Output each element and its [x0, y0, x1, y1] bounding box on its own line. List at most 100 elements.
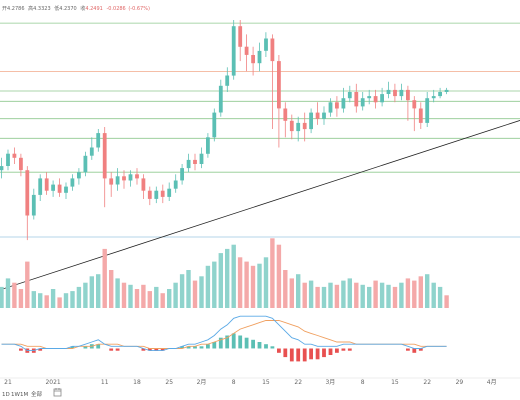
volume-bar: [128, 284, 133, 308]
candle-body: [296, 122, 301, 132]
volume-bar: [5, 278, 11, 308]
candle-body: [270, 38, 275, 62]
macd-histogram-bar: [238, 335, 243, 349]
candle-body: [122, 176, 126, 181]
volume-bar: [360, 284, 365, 308]
trendline-layer: [0, 119, 520, 291]
candle-body: [328, 102, 333, 113]
volume-bar: [308, 280, 314, 308]
volume-bar: [405, 278, 411, 308]
candle-body: [289, 120, 294, 132]
candle-body: [425, 98, 430, 123]
macd-histogram-bar: [335, 348, 339, 353]
volume-bar: [412, 280, 417, 308]
macd-histogram-bar: [212, 342, 217, 349]
volume-bar: [83, 282, 88, 308]
volume-bar: [115, 278, 120, 308]
candle-body: [367, 96, 372, 99]
candle-body: [96, 133, 101, 148]
candle-body: [115, 176, 120, 185]
candle-body: [147, 190, 152, 199]
x-tick-label: 8: [232, 379, 236, 386]
macd-histogram-bar: [302, 348, 307, 362]
volume-bar: [179, 274, 185, 308]
candle-body: [399, 89, 404, 97]
macd-histogram-bar: [418, 348, 423, 351]
candle-body: [167, 188, 172, 197]
calendar-icon[interactable]: [53, 388, 62, 397]
candle-body: [180, 168, 184, 181]
candle-body: [283, 108, 288, 121]
macd-histogram-bar: [309, 348, 313, 360]
macd-histogram-bar: [231, 333, 236, 349]
candle-body: [244, 46, 249, 55]
volume-bar: [399, 282, 404, 308]
ohlc-readout: 开4.2786 高4.3323 低4.2370 收4.2491 -0.0286 …: [2, 5, 150, 12]
volume-bar: [70, 291, 75, 308]
candle-body: [360, 98, 365, 107]
volume-layer: [0, 238, 449, 308]
candle-body: [57, 184, 62, 193]
volume-bar: [205, 265, 211, 308]
x-tick-label: 2月: [197, 379, 207, 386]
macd-histogram-bar: [328, 348, 333, 355]
range-button-1w[interactable]: 1W: [11, 392, 20, 398]
candle-body: [218, 85, 223, 113]
candle-body: [173, 180, 178, 189]
candle-body: [264, 38, 268, 51]
macd-histogram-bar: [347, 348, 352, 351]
candle-body: [225, 75, 230, 86]
volume-bar: [431, 282, 436, 308]
candle-body: [212, 112, 217, 138]
x-tick-label: 29: [456, 379, 464, 386]
low-value: 4.2370: [59, 6, 77, 12]
macd-histogram-bar: [154, 348, 159, 351]
candle-body: [431, 96, 436, 99]
volume-bar: [38, 293, 43, 308]
candle-body: [135, 174, 139, 179]
candle-body: [154, 190, 159, 199]
range-button-1d[interactable]: 1D: [2, 392, 10, 398]
candle-body: [141, 178, 146, 191]
macd-histogram-bar: [225, 335, 230, 349]
macd-histogram-bar: [180, 346, 184, 349]
macd-histogram-bar: [109, 348, 114, 351]
range-button-all[interactable]: 全部: [31, 390, 43, 398]
candle-body: [70, 178, 75, 187]
x-tick-label: 3月: [325, 379, 335, 386]
volume-bar: [379, 282, 385, 308]
macd-histogram-bar: [193, 346, 197, 349]
volume-bar: [296, 274, 301, 308]
volume-bar: [328, 282, 333, 308]
candle-body: [335, 102, 339, 109]
candle-body: [347, 92, 352, 99]
x-tick-label: 18: [133, 379, 141, 386]
x-axis: 2120211118252月815223月81522294月12: [0, 377, 520, 386]
candles-layer: [0, 20, 449, 241]
range-button-1m[interactable]: 1M: [20, 392, 28, 398]
x-tick-label: 22: [423, 379, 431, 386]
volume-bar: [199, 276, 204, 308]
candle-body: [380, 94, 384, 103]
macd-histogram-bar: [218, 337, 223, 349]
volume-bar: [263, 257, 269, 308]
candle-body: [406, 89, 410, 101]
macd-histogram-bar: [83, 346, 88, 349]
macd-histogram-bar: [96, 344, 101, 349]
volume-bar: [134, 289, 140, 308]
volume-bar: [276, 244, 282, 308]
volume-bar: [347, 278, 352, 308]
volume-bar: [341, 280, 346, 308]
volume-bar: [257, 263, 262, 308]
candle-body: [77, 172, 81, 179]
macd-histogram-bar: [315, 348, 320, 360]
volume-bar: [154, 286, 159, 308]
candle-body: [257, 50, 262, 64]
x-tick-label: 4月: [487, 379, 497, 386]
candle-body: [206, 137, 210, 154]
volume-bar: [250, 265, 256, 308]
close-label: 收: [80, 5, 85, 12]
x-tick-label: 22: [294, 379, 302, 386]
volume-bar: [270, 238, 275, 308]
volume-bar: [244, 261, 249, 308]
